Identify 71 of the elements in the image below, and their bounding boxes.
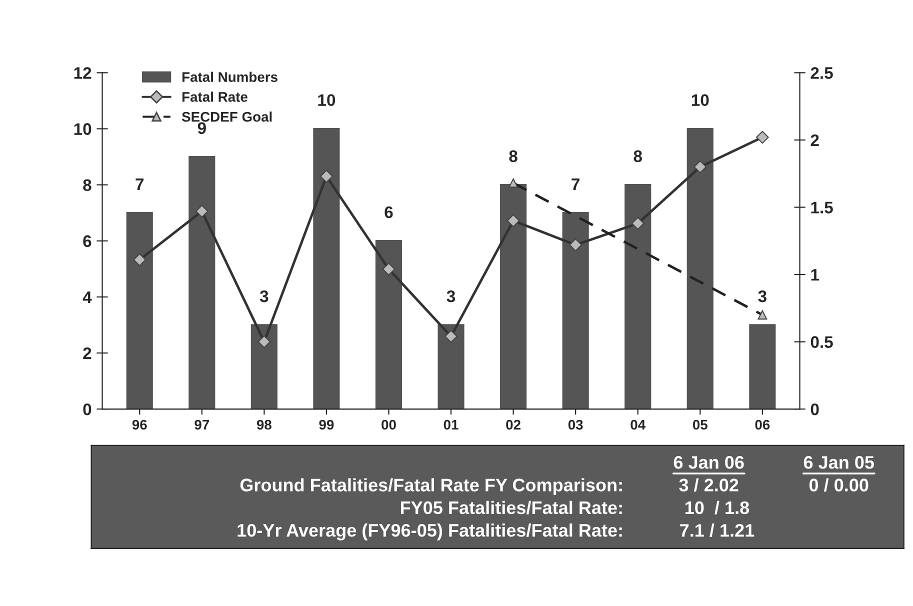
x-tick-label: 05: [692, 420, 708, 430]
text: 10-Yr Average (FY96-05) Fatalities/Fatal Rate:: [238, 523, 622, 540]
x-tick-label: 98: [256, 420, 272, 430]
data-label: 3: [758, 290, 766, 302]
text: 6 Jan 05: [804, 456, 874, 469]
x-tick-label: 02: [506, 420, 520, 430]
point: [631, 216, 644, 230]
point: [444, 330, 458, 343]
y-tick-label: 12: [74, 67, 92, 79]
text: 6 Jan 06: [674, 456, 744, 469]
data-label: 3: [446, 290, 456, 302]
data-label: 10: [318, 94, 336, 106]
legend-label: Fatal Rate: [182, 92, 248, 102]
x-tick-label: 04: [630, 420, 646, 430]
data-label: 7: [572, 178, 580, 190]
x-tick-label: 03: [568, 420, 583, 430]
point: [506, 214, 520, 228]
bar: [375, 240, 402, 410]
text: Ground Fatalities/Fatal Rate FY Comparison:: [240, 478, 622, 496]
legend-label: SECDEF Goal: [182, 112, 272, 122]
bar: [250, 324, 278, 410]
point: [320, 170, 333, 183]
bar: [686, 128, 714, 410]
bar: [438, 324, 464, 410]
y-tick-label: 2: [83, 347, 92, 360]
text: 0 / 0.00: [809, 478, 868, 492]
y2-tick-label: 1: [811, 269, 820, 281]
data-label: 6: [384, 206, 393, 218]
y2-tick-label: 1.5: [811, 202, 833, 214]
y-tick-label: 4: [82, 292, 92, 303]
x-tick-label: 00: [382, 420, 396, 430]
bar: [188, 156, 216, 410]
text: 7.1 / 1.21: [680, 524, 754, 537]
text: 3 / 2.02: [679, 478, 738, 492]
text: FY05 Fatalities/Fatal Rate:: [400, 500, 622, 514]
bar: [313, 128, 340, 410]
point: [508, 178, 518, 188]
point: [258, 335, 271, 348]
bar: [126, 212, 153, 410]
data-label: 8: [509, 150, 518, 162]
point: [758, 310, 768, 320]
legend-label: Fatal Numbers: [182, 72, 278, 82]
y-tick-label: 10: [74, 123, 92, 135]
data-label: 9: [198, 122, 206, 134]
data-label: 7: [136, 178, 144, 190]
point: [133, 253, 146, 266]
x-tick-label: 96: [132, 420, 147, 430]
x-tick-label: 06: [755, 420, 770, 430]
point: [756, 130, 769, 144]
x-tick-label: 01: [444, 420, 458, 430]
y-tick-label: 8: [83, 179, 92, 192]
y2-tick-label: 0: [810, 403, 819, 416]
point: [569, 238, 582, 252]
y2-tick-label: 0.5: [810, 336, 833, 348]
y2-tick-label: 2: [810, 134, 819, 146]
y2-tick-label: 2.5: [810, 67, 833, 79]
data-label: 8: [634, 150, 642, 162]
y-tick-label: 0: [83, 403, 92, 416]
point: [382, 262, 396, 276]
bar: [500, 184, 527, 410]
bar: [749, 324, 776, 410]
y-tick-label: 6: [83, 235, 92, 248]
data-label: 3: [260, 290, 268, 302]
point: [694, 160, 707, 174]
bar: [562, 212, 589, 410]
bar: [624, 184, 652, 410]
x-tick-label: 97: [194, 420, 210, 430]
text: 10 / 1.8: [685, 500, 750, 514]
point: [195, 204, 208, 218]
x-tick-label: 99: [319, 420, 334, 430]
data-label: 10: [692, 94, 709, 106]
